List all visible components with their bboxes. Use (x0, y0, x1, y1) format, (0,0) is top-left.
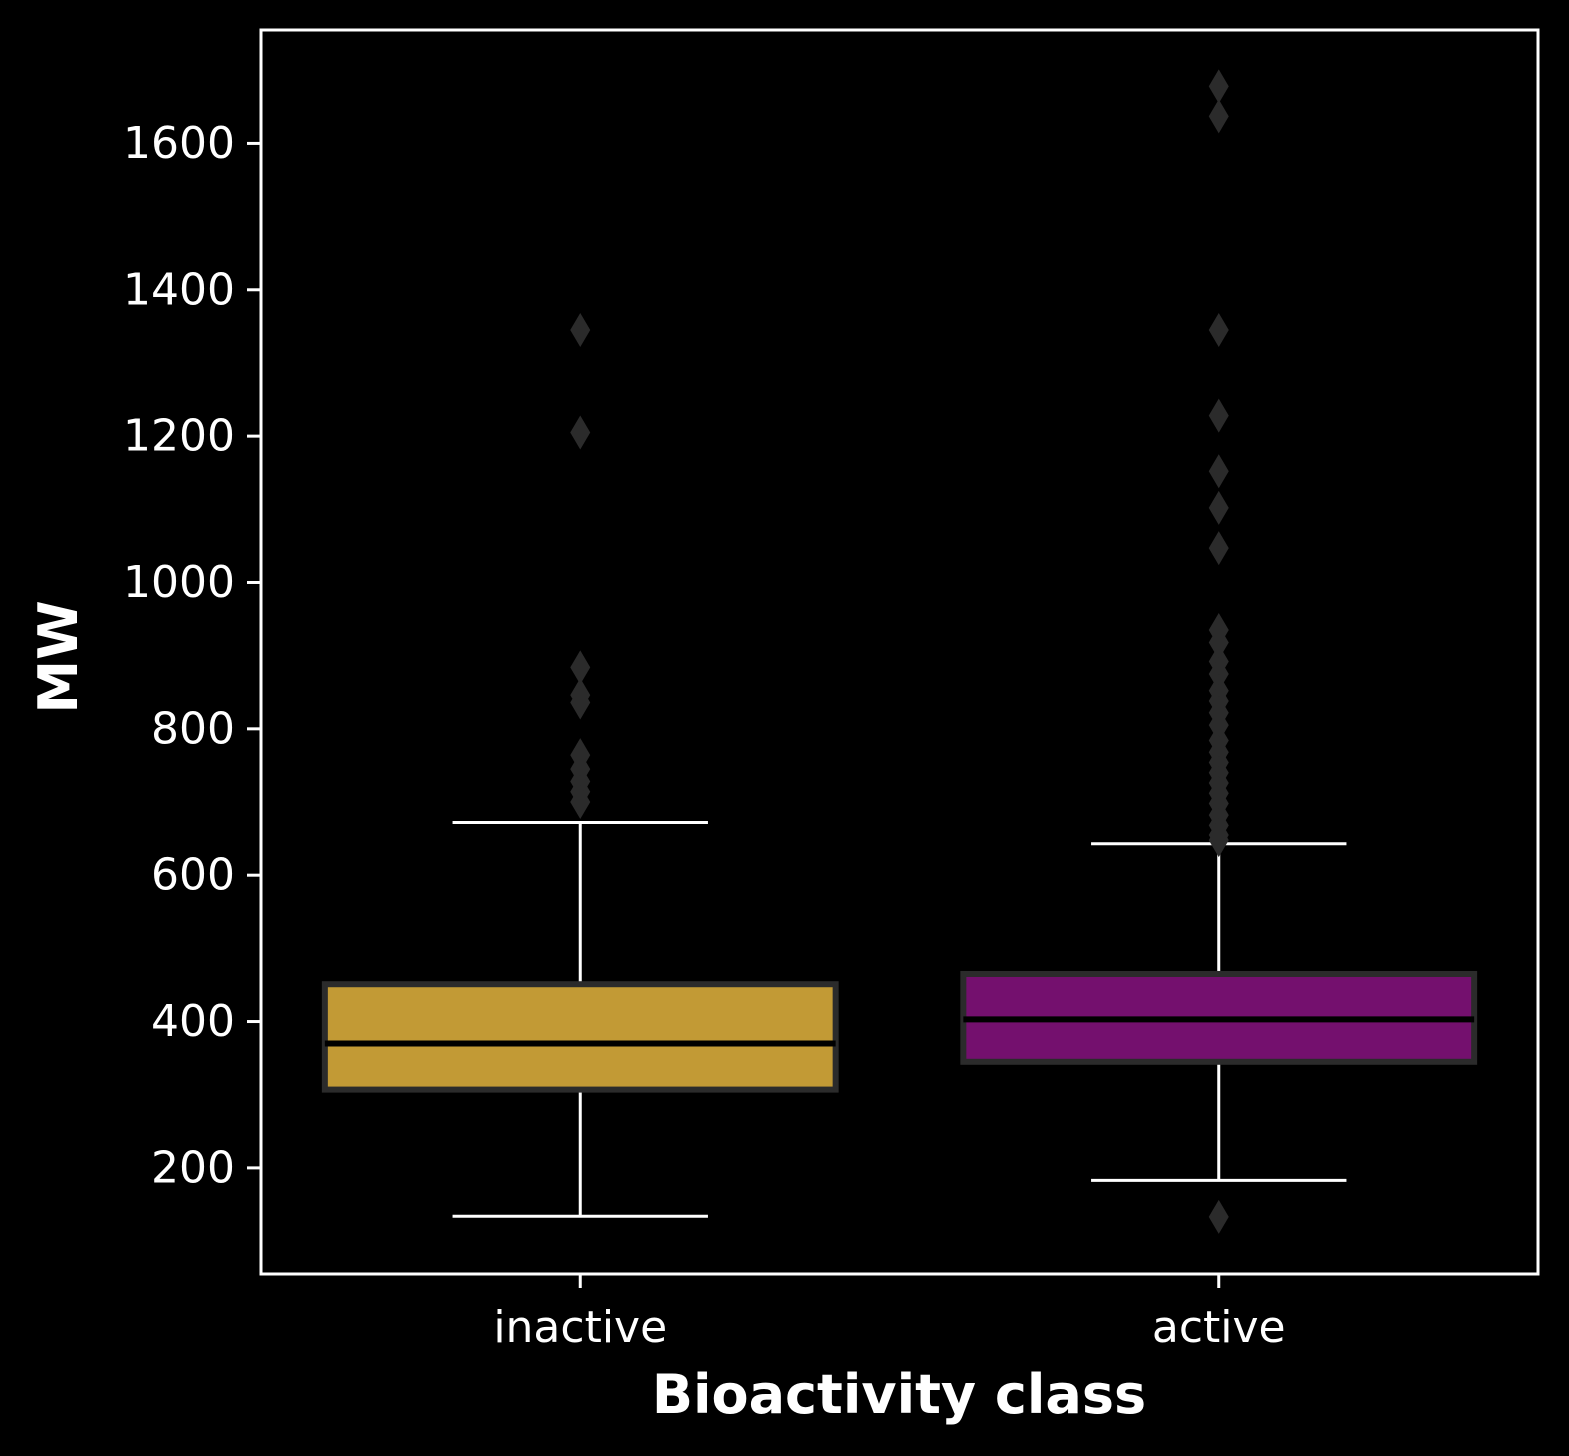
axes-frame (259, 28, 1540, 1276)
outlier-active-0 (1208, 69, 1229, 104)
outlier-active-2 (1208, 313, 1229, 348)
y-tick-label-600: 600 (151, 850, 235, 901)
y-tick-label-400: 400 (151, 996, 235, 1047)
outlier-active-8 (1208, 625, 1229, 660)
outlier-inactive-4 (570, 685, 591, 720)
outlier-active-6 (1208, 531, 1229, 566)
y-tick-label-1000: 1000 (123, 557, 235, 608)
y-tick-label-800: 800 (151, 703, 235, 754)
outlier-active-1 (1208, 99, 1229, 134)
outlier-active-4 (1208, 454, 1229, 489)
x-axis-title: Bioactivity class (652, 1363, 1146, 1426)
box-group-inactive (321, 313, 839, 1218)
outlier-active-25 (1208, 823, 1229, 858)
outlier-active-26 (1208, 1199, 1229, 1234)
outlier-active-5 (1208, 490, 1229, 525)
outlier-inactive-0 (570, 313, 591, 348)
y-tick-label-200: 200 (151, 1142, 235, 1193)
box-inactive (321, 981, 839, 1093)
x-axis: inactive active (493, 1274, 1286, 1353)
x-tick-label-inactive: inactive (493, 1302, 667, 1353)
x-tick-label-active: active (1152, 1302, 1286, 1353)
outlier-inactive-1 (570, 415, 591, 450)
outlier-inactive-9 (570, 785, 591, 820)
outlier-inactive-2 (570, 650, 591, 685)
y-tick-label-1400: 1400 (123, 264, 235, 315)
outlier-active-3 (1208, 398, 1229, 433)
plot-area (321, 69, 1478, 1234)
y-tick-label-1200: 1200 (123, 411, 235, 462)
y-axis: 200 400 600 800 1000 1200 1400 1600 (123, 118, 261, 1193)
y-axis-title: MW (27, 600, 90, 713)
y-tick-label-1600: 1600 (123, 118, 235, 169)
box-group-active (960, 69, 1478, 1234)
